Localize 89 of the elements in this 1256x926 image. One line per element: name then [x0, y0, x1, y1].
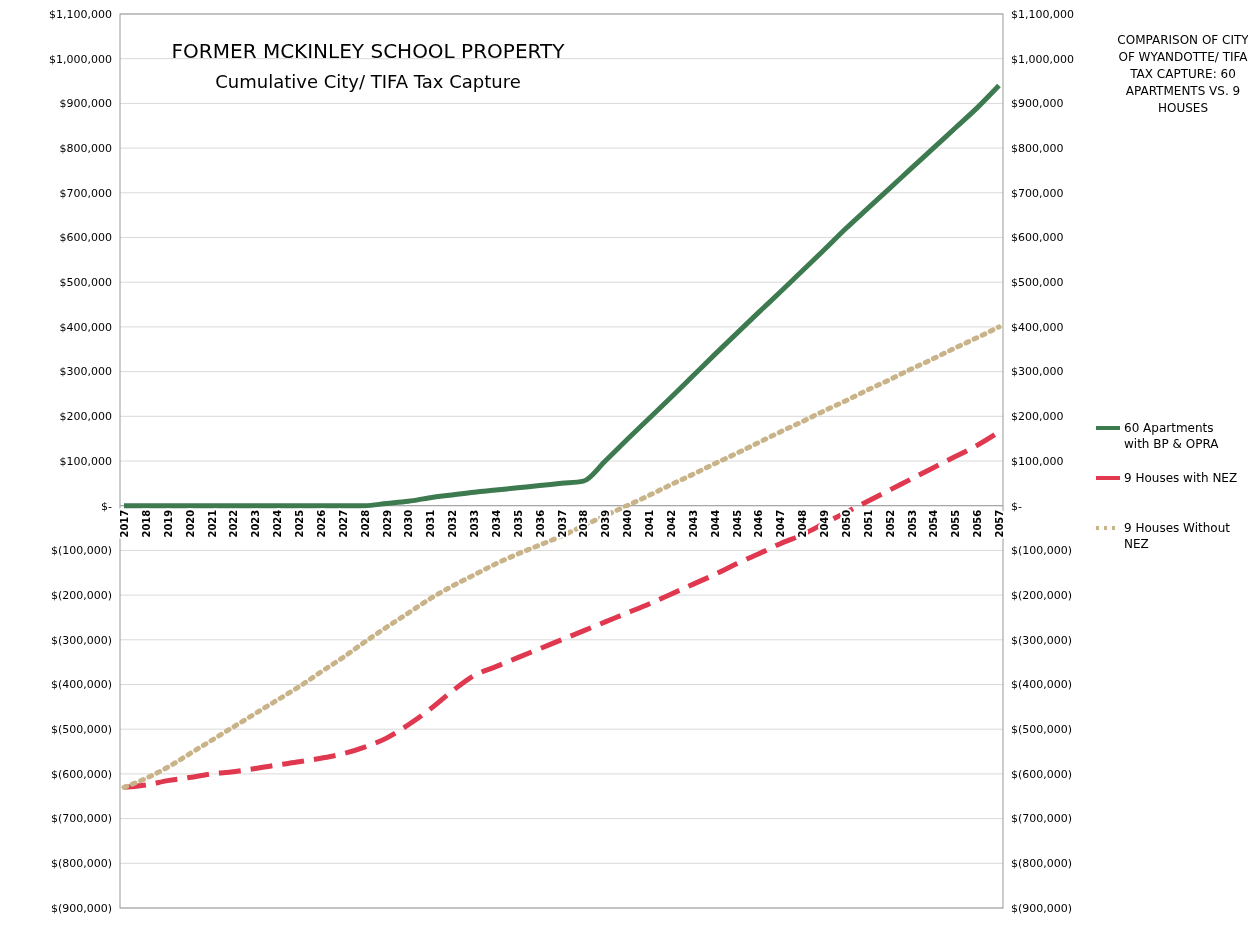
x-tick-label: 2035: [512, 509, 524, 538]
y2-tick-label: $(900,000): [1011, 901, 1073, 915]
x-tick-label: 2019: [162, 509, 174, 538]
y2-tick-label: $700,000: [1011, 186, 1064, 200]
x-tick-label: 2042: [665, 509, 677, 538]
x-tick-label: 2021: [206, 509, 218, 538]
y-tick-label: $(300,000): [50, 633, 112, 647]
x-tick-label: 2054: [928, 509, 940, 538]
y2-tick-label: $(400,000): [1011, 678, 1073, 692]
x-tick-label: 2048: [797, 509, 809, 538]
x-tick-label: 2020: [184, 509, 196, 538]
legend-label: 9 Houses with NEZ: [1124, 471, 1238, 486]
x-tick-label: 2018: [140, 509, 152, 538]
legend-label: 9 Houses Without NEZ: [1124, 521, 1231, 552]
x-tick-label: 2056: [972, 509, 984, 538]
y-tick-label: $(900,000): [50, 901, 112, 915]
y2-tick-label: $(500,000): [1011, 723, 1073, 737]
text: FORMER MCKINLEY SCHOOL PROPERTY: [171, 39, 566, 63]
x-tick-label: 2052: [884, 509, 896, 538]
y2-tick-label: $500,000: [1011, 276, 1064, 290]
x-tick-label: 2029: [381, 509, 393, 538]
y-tick-label: $(200,000): [50, 588, 112, 602]
text: COMPARISON OF CITY OF WYANDOTTE/ TIFA TAX CAPTURE: 60 APARTMENTS VS. 9 HOUSES: [1117, 33, 1250, 115]
y-tick-label: $(600,000): [50, 767, 112, 781]
x-tick-label: 2043: [687, 509, 699, 538]
x-tick-label: 2051: [862, 509, 874, 538]
x-tick-label: 2022: [228, 509, 240, 538]
x-tick-label: 2055: [950, 509, 962, 538]
y-tick-label: $1,000,000: [49, 52, 112, 66]
y2-tick-label: $200,000: [1011, 410, 1064, 424]
y2-tick-label: $400,000: [1011, 320, 1064, 334]
x-tick-label: 2057: [994, 509, 1005, 538]
x-tick-label: 2047: [775, 509, 787, 538]
x-tick-label: 2023: [250, 509, 262, 538]
x-tick-label: 2024: [272, 509, 284, 538]
y-tick-label: $(100,000): [50, 544, 112, 558]
y2-tick-label: $1,100,000: [1011, 7, 1074, 21]
x-tick-label: 2025: [294, 509, 305, 538]
y-tick-label: $800,000: [59, 141, 112, 155]
y2-tick-label: $800,000: [1011, 141, 1064, 155]
y2-tick-label: $600,000: [1011, 231, 1064, 245]
y2-tick-label: $100,000: [1011, 454, 1064, 468]
x-tick-label: 2026: [315, 509, 327, 538]
x-tick-label: 2017: [119, 509, 130, 538]
x-tick-label: 2032: [447, 509, 459, 538]
y-tick-label: $-: [101, 499, 113, 513]
x-tick-label: 2038: [578, 509, 590, 538]
y-tick-label: $300,000: [59, 365, 112, 379]
y2-tick-label: $(700,000): [1011, 812, 1073, 826]
x-tick-label: 2050: [840, 509, 852, 538]
y-tick-label: $100,000: [59, 454, 112, 468]
y2-tick-label: $900,000: [1011, 97, 1064, 111]
y2-tick-label: $(100,000): [1011, 544, 1073, 558]
y-tick-label: $(400,000): [50, 678, 112, 692]
y2-tick-label: $(200,000): [1011, 588, 1073, 602]
x-tick-label: 2044: [709, 509, 721, 538]
y-tick-label: $1,100,000: [49, 7, 112, 21]
x-tick-label: 2053: [906, 509, 918, 538]
y2-tick-label: $(300,000): [1011, 633, 1073, 647]
x-tick-label: 2045: [731, 509, 743, 538]
x-tick-label: 2031: [425, 509, 437, 538]
y2-tick-label: $(600,000): [1011, 767, 1073, 781]
y-tick-label: $400,000: [59, 320, 112, 334]
y-tick-label: $500,000: [59, 276, 112, 290]
y2-tick-label: $1,000,000: [1011, 52, 1074, 66]
x-tick-label: 2040: [622, 509, 634, 538]
y2-tick-label: $-: [1011, 499, 1022, 513]
x-tick-label: 2033: [469, 509, 480, 538]
x-tick-label: 2028: [359, 509, 371, 538]
x-tick-label: 2034: [490, 509, 502, 538]
x-tick-label: 2046: [753, 509, 765, 538]
y-tick-label: $200,000: [59, 410, 112, 424]
y-tick-label: $700,000: [59, 186, 112, 200]
legend-label: 60 Apartments with BP & OPRA: [1124, 421, 1220, 452]
x-tick-label: 2030: [403, 509, 415, 538]
y-tick-label: $600,000: [59, 231, 112, 245]
y-tick-label: $(700,000): [50, 812, 112, 826]
x-tick-label: 2037: [556, 509, 568, 538]
y2-tick-label: $300,000: [1011, 365, 1064, 379]
x-tick-label: 2049: [819, 509, 830, 538]
x-tick-label: 2036: [534, 509, 546, 538]
x-tick-label: 2039: [600, 509, 612, 538]
y-tick-label: $900,000: [59, 97, 112, 111]
y-tick-label: $(500,000): [50, 723, 112, 737]
y2-tick-label: $(800,000): [1011, 857, 1073, 871]
y-tick-label: $(800,000): [50, 857, 112, 871]
text: Cumulative City/ TIFA Tax Capture: [215, 71, 521, 92]
x-tick-label: 2041: [644, 509, 655, 538]
x-tick-label: 2027: [337, 509, 349, 538]
